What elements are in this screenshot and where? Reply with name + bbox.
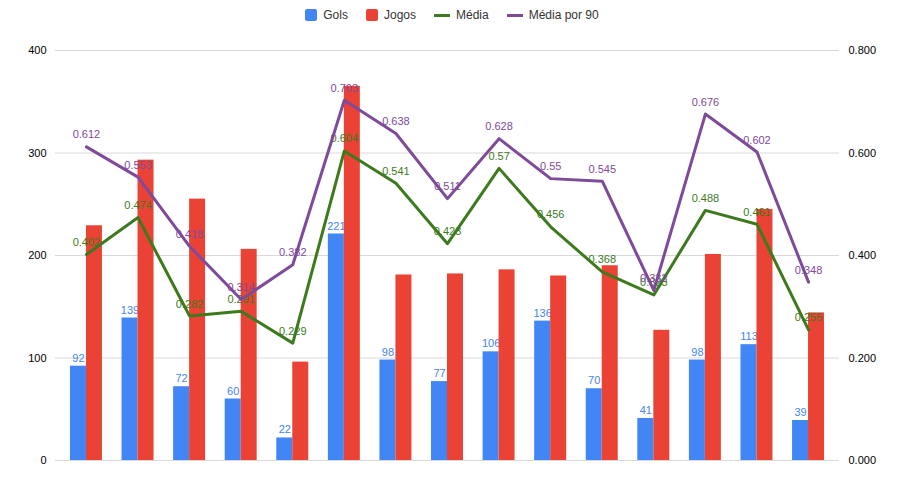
svg-text:0.604: 0.604 — [330, 132, 359, 145]
svg-text:113: 113 — [740, 330, 758, 342]
svg-text:0.402: 0.402 — [73, 236, 101, 248]
svg-text:0.703: 0.703 — [331, 82, 359, 94]
svg-text:0.229: 0.229 — [279, 325, 307, 337]
svg-text:0.461: 0.461 — [743, 206, 771, 218]
svg-text:0.332: 0.332 — [640, 272, 668, 284]
svg-text:106: 106 — [482, 337, 500, 349]
svg-text:0.418: 0.418 — [176, 228, 204, 240]
svg-text:0.545: 0.545 — [588, 163, 616, 175]
svg-text:0.638: 0.638 — [382, 115, 410, 127]
svg-text:0.348: 0.348 — [795, 264, 823, 276]
svg-text:0.628: 0.628 — [485, 120, 513, 132]
svg-text:0.57: 0.57 — [488, 150, 509, 162]
svg-text:41: 41 — [640, 404, 652, 416]
svg-text:300: 300 — [28, 147, 46, 159]
svg-text:0.314: 0.314 — [227, 281, 255, 293]
svg-text:0.456: 0.456 — [537, 208, 565, 220]
svg-text:100: 100 — [28, 352, 46, 364]
svg-text:0.400: 0.400 — [849, 249, 877, 261]
svg-text:0.612: 0.612 — [73, 128, 101, 140]
svg-text:0.511: 0.511 — [434, 180, 461, 192]
svg-text:70: 70 — [588, 374, 600, 386]
svg-text:72: 72 — [175, 372, 187, 384]
svg-text:60: 60 — [227, 385, 239, 397]
svg-text:136: 136 — [533, 307, 551, 319]
svg-text:0.368: 0.368 — [588, 253, 616, 265]
svg-text:0.602: 0.602 — [743, 133, 771, 145]
svg-text:0.55: 0.55 — [540, 160, 561, 172]
svg-text:0.282: 0.282 — [176, 297, 204, 309]
svg-text:400: 400 — [28, 44, 46, 56]
svg-text:0.553: 0.553 — [124, 159, 152, 171]
svg-text:39: 39 — [794, 406, 806, 418]
svg-text:221: 221 — [327, 219, 345, 231]
html-text:Jogos: Jogos — [384, 8, 416, 22]
svg-text:98: 98 — [691, 346, 703, 358]
svg-text:92: 92 — [72, 352, 84, 364]
svg-text:0.200: 0.200 — [849, 352, 877, 364]
svg-text:77: 77 — [433, 367, 445, 379]
svg-text:0.382: 0.382 — [279, 246, 307, 258]
html-text:Média por 90: Média por 90 — [528, 8, 599, 22]
svg-text:0.488: 0.488 — [692, 192, 720, 204]
svg-text:0.423: 0.423 — [434, 225, 462, 237]
html-text:Média: Média — [456, 8, 489, 22]
svg-text:98: 98 — [382, 346, 394, 358]
svg-text:0.291: 0.291 — [227, 292, 255, 305]
svg-text:200: 200 — [28, 249, 46, 261]
svg-text:0.255: 0.255 — [795, 311, 823, 323]
svg-text:139: 139 — [121, 304, 139, 316]
svg-text:0: 0 — [40, 454, 46, 466]
html-text:Gols: Gols — [323, 8, 348, 22]
svg-text:0.000: 0.000 — [849, 454, 877, 466]
svg-text:0.800: 0.800 — [849, 44, 877, 56]
svg-text:0.676: 0.676 — [692, 96, 720, 108]
svg-text:0.541: 0.541 — [382, 165, 410, 177]
svg-text:22: 22 — [279, 423, 291, 435]
svg-text:0.474: 0.474 — [124, 199, 152, 211]
svg-text:0.600: 0.600 — [849, 147, 877, 159]
